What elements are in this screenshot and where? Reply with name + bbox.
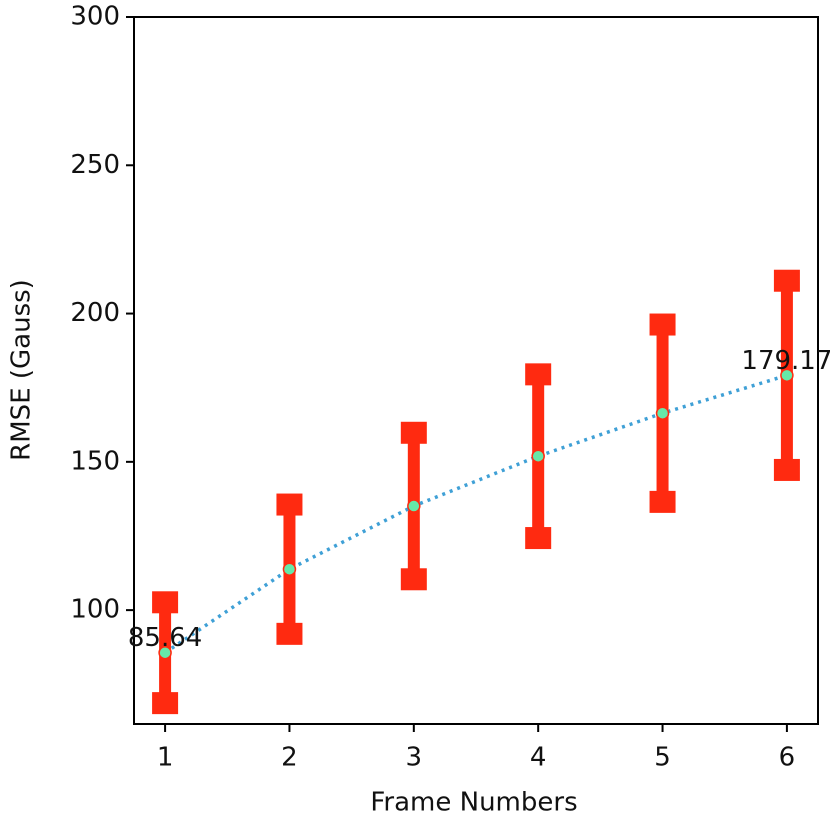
y-tick-label: 100: [70, 595, 120, 625]
y-tick-label: 300: [70, 2, 120, 32]
data-point: [655, 406, 670, 420]
error-cap-top: [400, 421, 427, 444]
error-cap-top: [525, 363, 552, 386]
x-tick-label: 2: [281, 743, 298, 773]
data-point: [531, 449, 545, 463]
error-cap-bottom: [525, 527, 552, 550]
data-point: [407, 499, 421, 513]
x-tick-label: 1: [157, 743, 174, 773]
plot-frame: [133, 16, 819, 725]
error-cap-bottom: [276, 622, 303, 645]
trend-line: [164, 373, 788, 655]
error-cap-top: [276, 493, 303, 516]
y-axis-label: RMSE (Gauss): [7, 279, 37, 461]
error-cap-top: [649, 313, 676, 336]
error-cap-bottom: [649, 490, 676, 513]
error-cap-bottom: [773, 458, 800, 481]
error-cap-bottom: [152, 692, 179, 715]
error-cap-top: [773, 269, 800, 292]
data-point: [158, 645, 172, 660]
value-label: 85.64: [128, 623, 202, 653]
y-tick-label: 250: [70, 150, 120, 180]
y-tick-label: 200: [70, 298, 120, 328]
value-label: 179.17: [741, 346, 830, 376]
x-tick-label: 4: [530, 743, 547, 773]
x-tick-label: 3: [406, 743, 423, 773]
x-tick-label: 6: [779, 743, 796, 773]
data-point: [282, 562, 297, 576]
data-point: [780, 368, 794, 383]
error-cap-bottom: [400, 568, 427, 591]
error-cap-top: [152, 591, 179, 614]
x-axis-label: Frame Numbers: [370, 788, 577, 818]
y-tick-label: 150: [70, 446, 120, 476]
x-tick-label: 5: [654, 743, 671, 773]
